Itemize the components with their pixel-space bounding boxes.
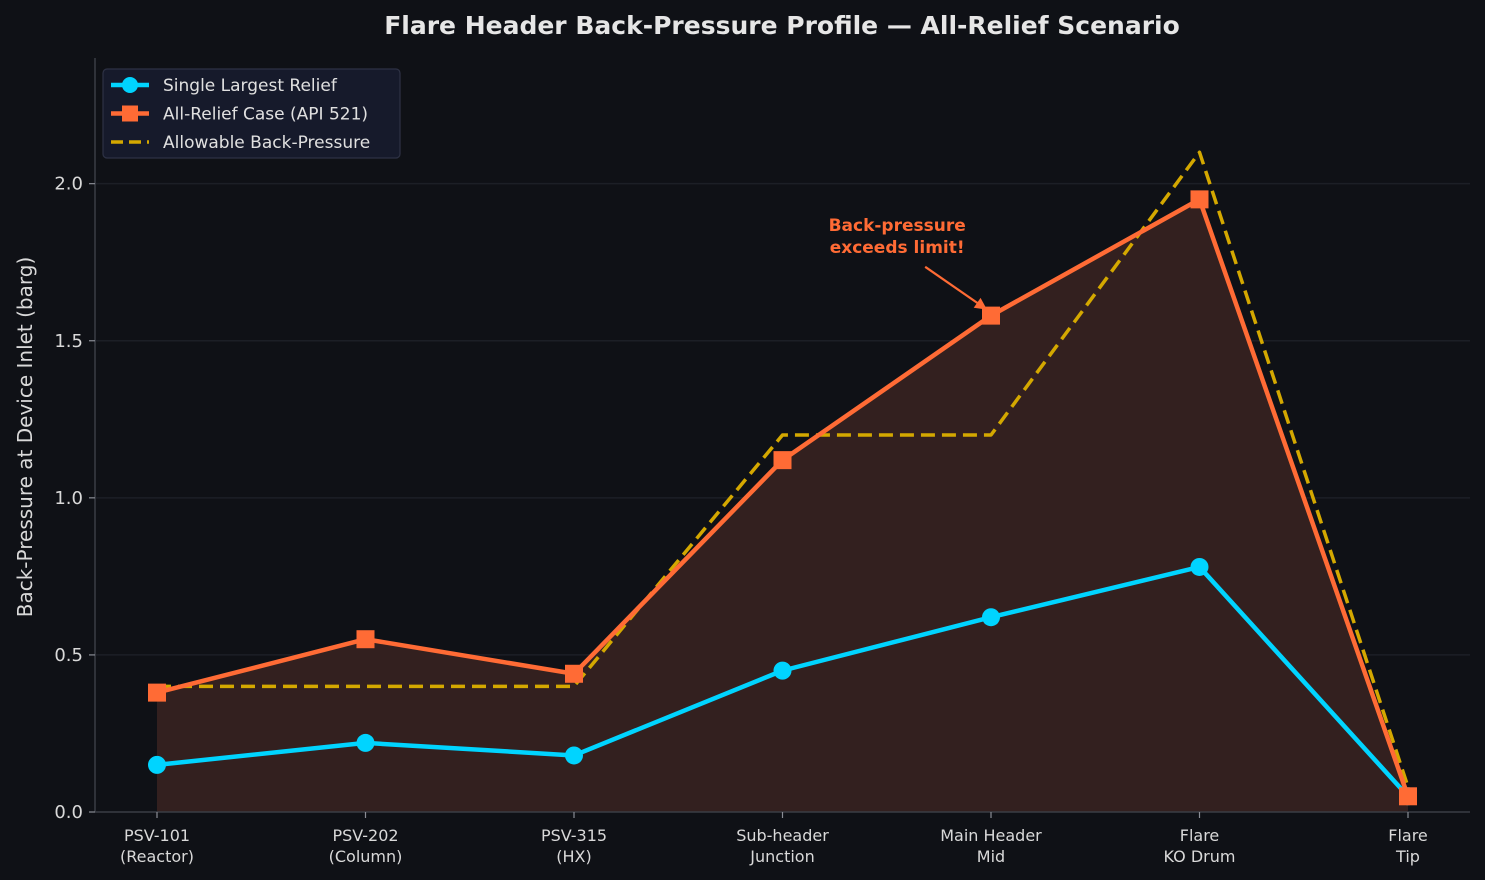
data-point <box>356 733 375 752</box>
x-tick-label: Flare KO Drum <box>1164 826 1236 866</box>
annotation-arrow-head <box>973 297 987 310</box>
x-tick-label: PSV-202 (Column) <box>329 826 403 866</box>
legend: Single Largest Relief All-Relief Case (AP… <box>102 68 401 159</box>
y-tick-label: 1.5 <box>54 331 83 352</box>
data-point <box>1399 787 1417 806</box>
chart-title: Flare Header Back-Pressure Profile — All… <box>384 11 1180 40</box>
data-point <box>148 683 166 702</box>
legend-label: Allowable Back-Pressure <box>163 133 370 153</box>
annotations: Back-pressure exceeds limit! <box>829 216 988 311</box>
y-tick-label: 0.5 <box>54 645 83 666</box>
y-tick-label: 0.0 <box>54 802 83 823</box>
data-point <box>773 661 792 680</box>
annotation-arrow-line <box>924 265 988 311</box>
x-tick-label: PSV-315 (HX) <box>541 826 607 866</box>
y-tick-label: 1.0 <box>54 488 83 509</box>
data-point <box>565 664 583 683</box>
x-tick-label: Sub-header Junction <box>736 826 829 866</box>
y-tick-label: 2.0 <box>54 174 83 195</box>
data-point <box>1190 557 1209 576</box>
legend-box <box>102 68 401 159</box>
x-tick-label: Flare Tip <box>1388 826 1428 866</box>
data-point <box>982 608 1000 627</box>
x-tick-label: Main Header Mid <box>940 826 1042 866</box>
data-point <box>1190 190 1209 209</box>
series-lines <box>148 150 1417 806</box>
annotation-text: Back-pressure exceeds limit! <box>829 216 966 258</box>
data-point <box>773 451 792 470</box>
legend-label: Single Largest Relief <box>163 76 338 96</box>
legend-label: All-Relief Case (API 521) <box>163 105 368 125</box>
area-fill <box>157 199 1408 812</box>
legend-marker <box>122 105 138 122</box>
y-axis-label: Back-Pressure at Device Inlet (barg) <box>13 257 37 618</box>
series-line-2 <box>157 150 1410 788</box>
data-point <box>356 630 375 649</box>
data-point <box>148 755 166 774</box>
area-under-all-relief <box>157 199 1408 812</box>
data-point <box>982 306 1000 325</box>
legend-marker <box>122 77 138 93</box>
data-point <box>565 746 583 765</box>
axes: 0.0 0.5 1.0 1.5 2.0 PSV-101 (Reactor) PSV-202 (C… <box>54 58 1470 866</box>
x-tick-label: PSV-101 (Reactor) <box>120 826 194 866</box>
